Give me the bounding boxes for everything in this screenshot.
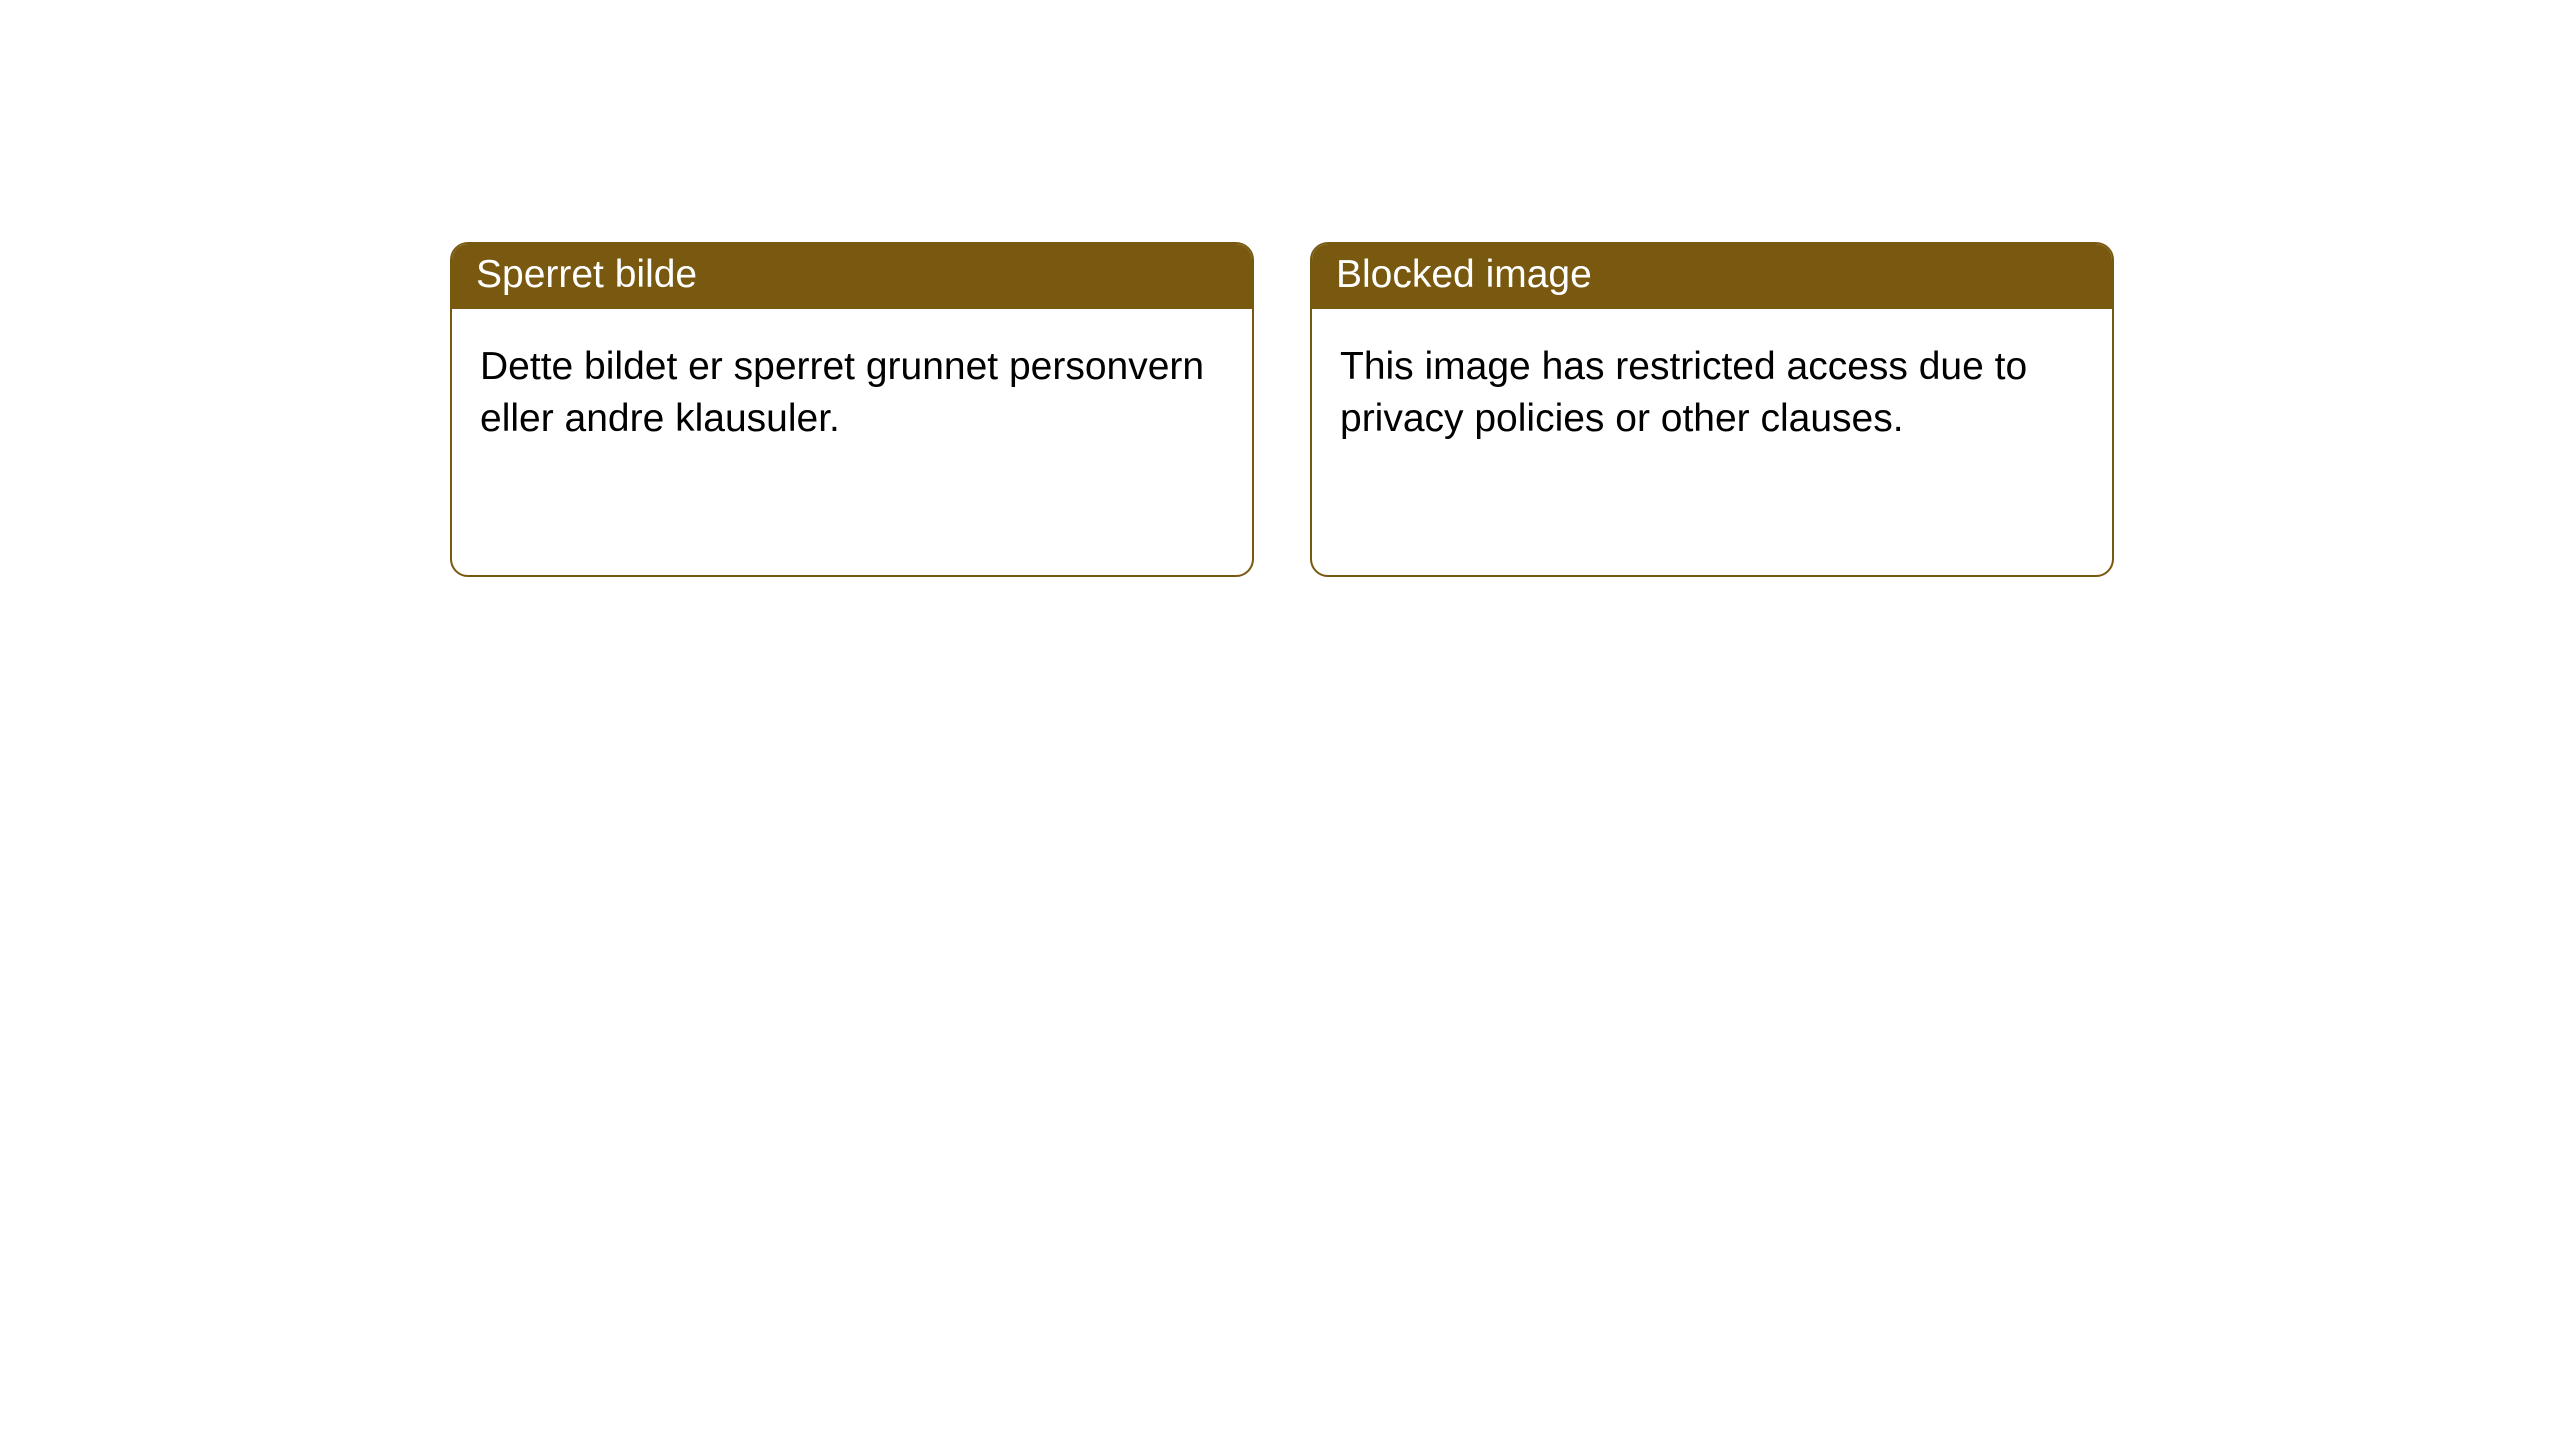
- notice-card-norwegian: Sperret bilde Dette bildet er sperret gr…: [450, 242, 1254, 577]
- notice-message-english: This image has restricted access due to …: [1312, 309, 2112, 478]
- notice-title-english: Blocked image: [1312, 244, 2112, 309]
- notice-title-norwegian: Sperret bilde: [452, 244, 1252, 309]
- notice-card-english: Blocked image This image has restricted …: [1310, 242, 2114, 577]
- notice-message-norwegian: Dette bildet er sperret grunnet personve…: [452, 309, 1252, 478]
- notice-container: Sperret bilde Dette bildet er sperret gr…: [0, 0, 2560, 577]
